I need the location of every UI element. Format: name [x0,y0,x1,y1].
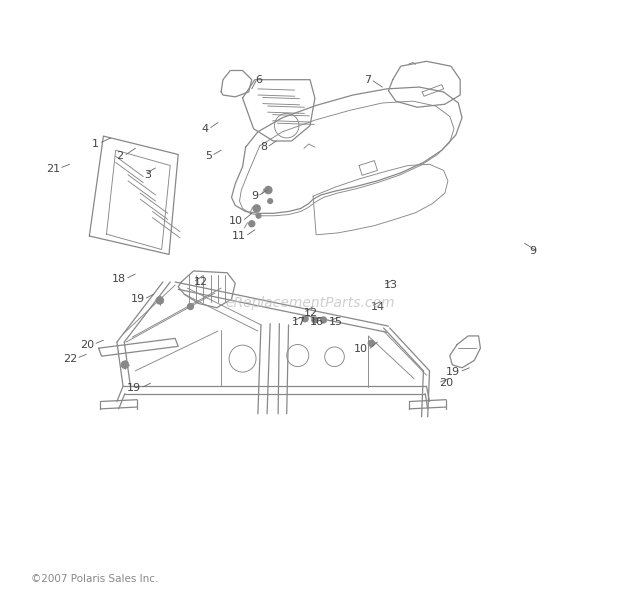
Text: 22: 22 [63,354,77,364]
Text: 9: 9 [250,191,258,201]
Text: 13: 13 [384,280,397,290]
Text: 4: 4 [202,124,209,134]
Text: 16: 16 [310,317,324,327]
Text: 12: 12 [193,277,208,287]
Text: ©2007 Polaris Sales Inc.: ©2007 Polaris Sales Inc. [31,574,159,584]
Text: 20: 20 [439,378,453,388]
Text: 1: 1 [92,139,99,149]
Text: 21: 21 [46,164,60,173]
Text: 10: 10 [354,345,368,354]
Text: 10: 10 [229,216,242,226]
Circle shape [187,303,194,310]
Text: eReplacementParts.com: eReplacementParts.com [225,297,395,310]
Text: 2: 2 [116,151,123,161]
Text: 8: 8 [260,142,267,152]
Text: 17: 17 [291,317,306,327]
Circle shape [156,296,164,305]
Text: 19: 19 [446,367,460,377]
Circle shape [264,186,273,194]
Text: 7: 7 [364,75,371,85]
Circle shape [301,315,309,322]
Text: 12: 12 [304,308,318,318]
Circle shape [267,198,273,204]
Circle shape [252,204,261,213]
Text: 11: 11 [232,231,246,241]
Text: 18: 18 [112,274,126,284]
Circle shape [311,316,319,324]
Text: 19: 19 [130,294,144,304]
Text: 5: 5 [205,151,212,161]
Text: 6: 6 [255,75,262,85]
Text: 3: 3 [144,170,151,180]
Circle shape [248,220,255,227]
Text: 15: 15 [329,317,342,327]
Text: 19: 19 [127,383,141,393]
Circle shape [320,316,327,324]
Text: 14: 14 [371,302,386,311]
Circle shape [255,213,262,219]
Text: 20: 20 [80,340,94,349]
Text: 9: 9 [529,246,537,256]
Circle shape [120,360,129,369]
Circle shape [368,340,375,347]
